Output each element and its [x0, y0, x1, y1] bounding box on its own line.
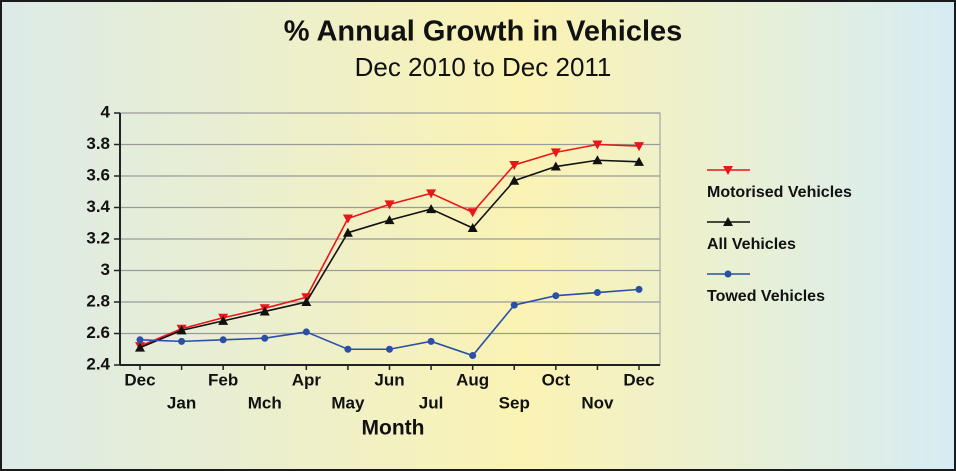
- y-tick-label: 3.8: [86, 134, 110, 153]
- data-point: [302, 328, 310, 336]
- x-tick-label: May: [331, 393, 365, 412]
- x-tick-label: Jun: [374, 370, 404, 389]
- legend-label: Motorised Vehicles: [707, 184, 852, 201]
- data-point: [550, 161, 561, 171]
- data-point: [136, 336, 144, 344]
- data-point: [592, 155, 603, 165]
- data-point: [218, 315, 229, 325]
- data-point: [259, 306, 270, 316]
- data-point: [135, 342, 145, 352]
- data-point: [386, 345, 393, 353]
- data-point: [592, 140, 603, 150]
- data-point: [426, 204, 437, 214]
- y-tick-label: 3.4: [86, 197, 110, 216]
- data-point: [178, 337, 186, 345]
- data-point: [426, 189, 437, 199]
- data-point: [634, 142, 644, 152]
- x-tick-label: Jan: [167, 393, 196, 412]
- chart-title: % Annual Growth in Vehicles: [284, 16, 683, 48]
- data-point: [342, 227, 353, 237]
- legend-label: Towed Vehicles: [707, 288, 825, 305]
- data-point: [427, 337, 435, 345]
- y-tick-label: 2.6: [86, 323, 110, 342]
- data-point: [344, 345, 352, 353]
- x-tick-label: Mch: [248, 393, 282, 412]
- y-tick-label: 2.4: [86, 354, 110, 373]
- legend-marker: [723, 217, 733, 226]
- data-point: [342, 214, 353, 224]
- x-tick-label: Aug: [456, 370, 489, 389]
- x-tick-label: Feb: [208, 370, 238, 389]
- x-tick-label: Apr: [292, 370, 322, 389]
- y-tick-label: 4: [101, 102, 111, 121]
- data-point: [384, 215, 395, 225]
- data-point: [550, 148, 561, 158]
- y-tick-label: 3.6: [86, 165, 110, 184]
- x-tick-label: Jul: [419, 393, 444, 412]
- y-tick-label: 3: [101, 260, 110, 279]
- x-tick-label: Sep: [499, 393, 530, 412]
- data-point: [593, 289, 601, 297]
- data-point: [467, 222, 478, 232]
- data-point: [469, 352, 477, 360]
- legend-marker: [724, 270, 732, 278]
- data-point: [261, 334, 269, 342]
- data-point: [510, 301, 518, 309]
- data-point: [634, 156, 644, 166]
- y-tick-label: 3.2: [86, 228, 110, 247]
- chart-subtitle: Dec 2010 to Dec 2011: [355, 52, 612, 82]
- y-tick-label: 2.8: [86, 291, 110, 310]
- data-point: [509, 160, 520, 170]
- x-tick-label: Dec: [124, 370, 155, 389]
- x-tick-label: Oct: [542, 370, 571, 389]
- data-point: [384, 200, 395, 210]
- data-point: [509, 175, 520, 185]
- data-point: [552, 292, 560, 300]
- data-point: [467, 208, 478, 218]
- data-point: [635, 285, 643, 293]
- x-tick-label: Dec: [623, 370, 654, 389]
- x-tick-label: Nov: [581, 393, 614, 412]
- legend-label: All Vehicles: [707, 236, 796, 253]
- x-axis-label: Month: [362, 417, 425, 440]
- data-point: [301, 297, 312, 306]
- data-point: [219, 336, 227, 344]
- legend-marker: [723, 166, 733, 175]
- data-point: [176, 325, 187, 335]
